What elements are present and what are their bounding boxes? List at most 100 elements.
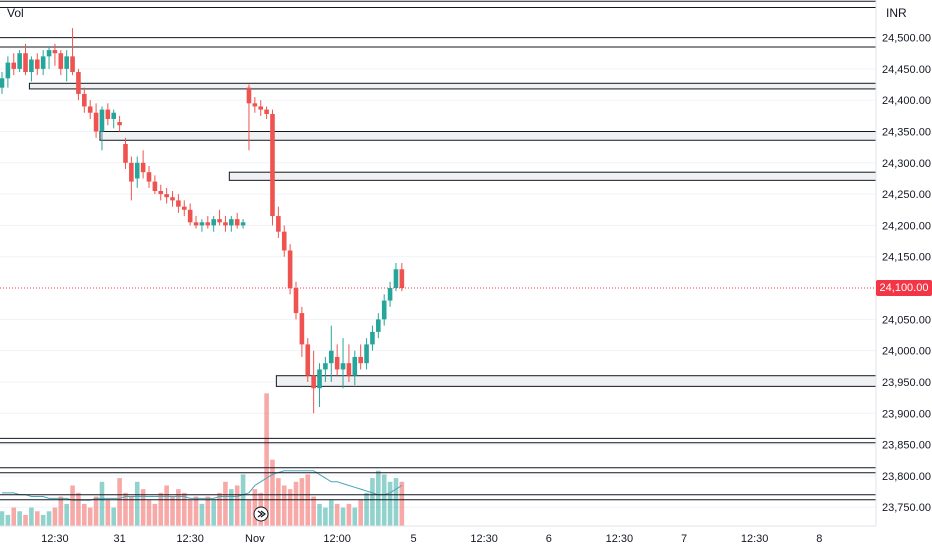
volume-bar: [170, 496, 175, 526]
replay-icon[interactable]: [253, 506, 269, 522]
volume-bar: [287, 489, 293, 526]
candle-body: [17, 53, 22, 69]
zone-rectangle[interactable]: [28, 82, 877, 90]
candle-body: [387, 288, 393, 301]
volume-bar: [352, 507, 358, 526]
candle-body: [46, 50, 52, 57]
candle-body: [158, 190, 164, 195]
zone-rectangle[interactable]: [275, 375, 877, 387]
volume-bar: [23, 514, 28, 526]
candle-body: [246, 87, 252, 104]
volume-bar: [346, 503, 352, 526]
time-tick-label: 6: [546, 533, 552, 545]
volume-bar: [140, 489, 146, 526]
time-axis[interactable]: 12:30 31 12:30 Nov 12:00 5 12:30 6 12:30 7 12:30 8: [41, 533, 822, 545]
candle-body: [393, 269, 399, 289]
volume-bar: [199, 503, 205, 526]
volume-bar: [29, 507, 34, 526]
candle-body: [276, 216, 281, 232]
volume-bar: [129, 496, 134, 526]
zone-layer[interactable]: [28, 82, 877, 387]
candle-body: [334, 356, 340, 370]
candle-body: [370, 331, 375, 345]
horizontal-lines[interactable]: [0, 0, 876, 501]
volume-bar: [117, 478, 122, 526]
volume-bar: [152, 503, 158, 526]
time-tick-label: 5: [411, 533, 417, 545]
volume-bar: [40, 514, 46, 526]
price-tick-label: 24,450.00: [882, 64, 931, 76]
time-tick-label: 12:30: [606, 533, 634, 545]
volume-bar: [387, 481, 393, 526]
price-tick-label: 24,200.00: [882, 220, 931, 232]
time-tick-label: 12:30: [470, 533, 498, 545]
volume-bar: [70, 485, 75, 526]
currency-label: INR: [886, 6, 907, 20]
time-tick-label: Nov: [245, 533, 265, 545]
volume-bar: [381, 474, 387, 526]
volume-bar: [176, 489, 181, 526]
volume-bar: [164, 485, 169, 526]
candle-body: [52, 50, 58, 54]
candle-body: [140, 162, 146, 173]
candle-body: [399, 269, 405, 289]
volume-bar: [11, 507, 17, 526]
candle-body: [346, 363, 352, 376]
price-tick-label: 24,400.00: [882, 95, 931, 107]
volume-bar: [299, 478, 305, 526]
candle-body: [123, 144, 128, 163]
volume-bar: [234, 485, 240, 526]
volume-bar: [276, 478, 281, 526]
volume-bar: [246, 500, 252, 526]
candle-body: [111, 112, 117, 119]
volume-bar: [393, 478, 399, 526]
volume-bar: [64, 503, 69, 526]
candle-body: [76, 72, 81, 94]
volume-layer: [0, 393, 405, 526]
volume-bar: [5, 514, 11, 526]
candle-body: [205, 222, 211, 226]
volume-bar: [293, 481, 299, 526]
time-tick-label: 12:30: [176, 533, 204, 545]
candle-body: [317, 369, 322, 389]
zone-rectangle[interactable]: [228, 171, 877, 181]
time-tick-label: 7: [681, 533, 687, 545]
price-tick-label: 24,350.00: [882, 127, 931, 139]
candle-body: [323, 363, 328, 370]
volume-bar: [111, 507, 117, 526]
price-axis[interactable]: 24,500.00 24,450.00 24,400.00 24,350.00 24,3…: [882, 33, 931, 515]
volume-bar: [317, 503, 322, 526]
time-tick-label: 12:30: [741, 533, 769, 545]
volume-bar: [87, 507, 93, 526]
price-tick-label: 23,900.00: [882, 408, 931, 420]
candle-body: [223, 222, 228, 226]
price-tick-label: 24,250.00: [882, 189, 931, 201]
volume-bar: [281, 485, 287, 526]
volume-bar: [264, 393, 269, 526]
price-tick-label: 24,050.00: [882, 314, 931, 326]
volume-bar: [211, 500, 216, 526]
candle-body: [11, 62, 17, 69]
price-tick-label: 23,950.00: [882, 377, 931, 389]
candle-body: [176, 200, 181, 207]
price-tick-label: 23,850.00: [882, 440, 931, 452]
candle-body: [170, 197, 175, 201]
volume-bar: [82, 503, 87, 526]
candle-body: [299, 313, 305, 345]
candle-body: [364, 344, 369, 364]
zone-rectangle[interactable]: [99, 131, 877, 141]
candle-body: [234, 219, 240, 226]
volume-bar: [399, 481, 405, 526]
volume-bar: [93, 496, 99, 526]
volume-bar: [52, 507, 58, 526]
candle-body: [352, 356, 358, 376]
time-tick-label: 31: [113, 533, 125, 545]
time-tick-label: 12:00: [323, 533, 351, 545]
volume-bar: [105, 500, 111, 526]
volume-bar: [181, 492, 187, 526]
volume-bar: [146, 500, 152, 526]
candle-body: [305, 344, 311, 376]
volume-bar: [229, 489, 234, 526]
volume-bar: [328, 500, 334, 526]
